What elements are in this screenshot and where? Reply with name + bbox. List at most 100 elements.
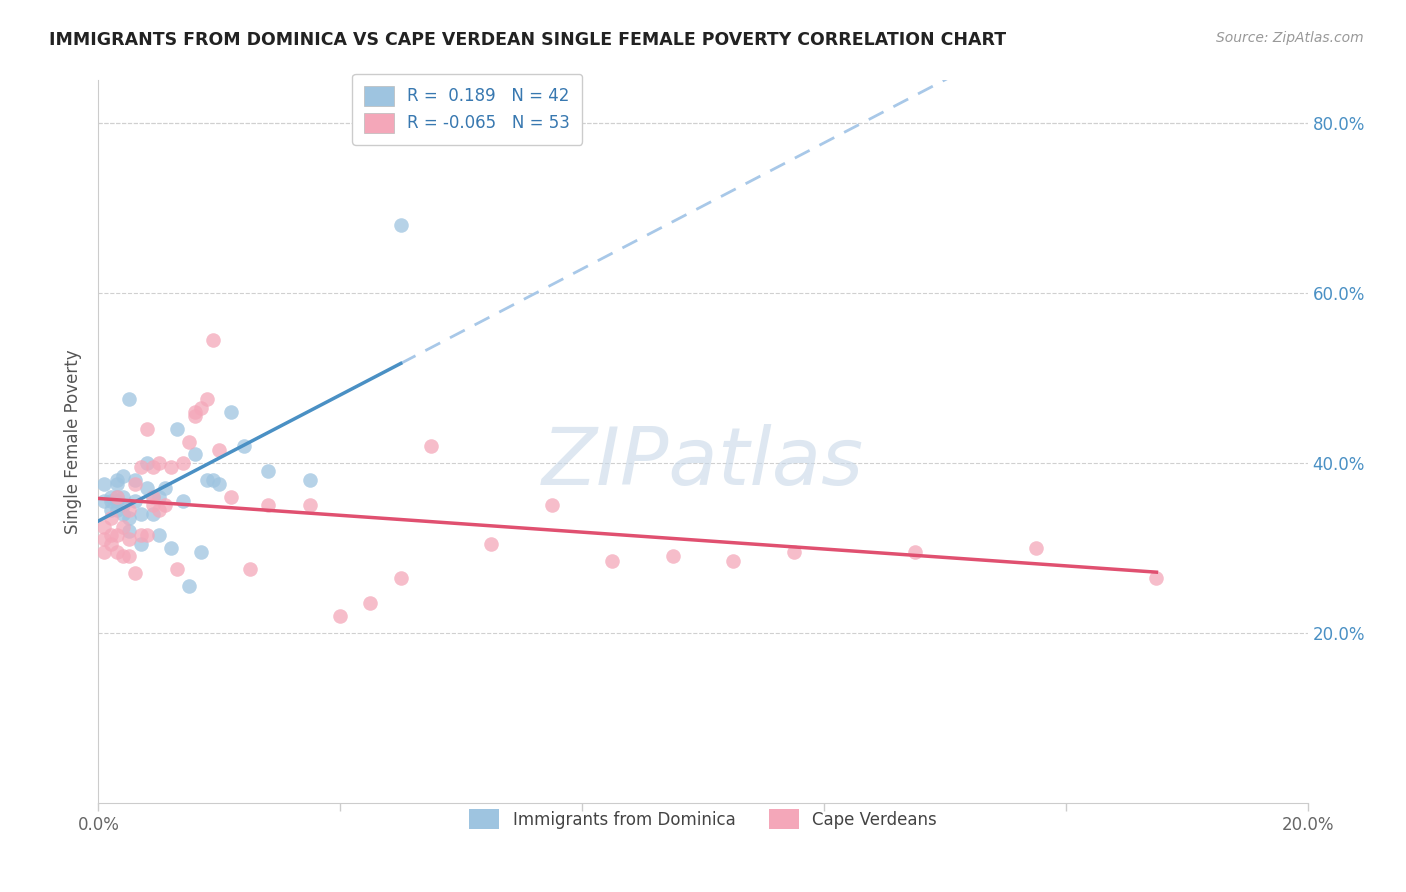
Point: [93, 533, 115, 547]
Point: [329, 608, 352, 623]
Point: [100, 490, 122, 504]
Point: [389, 218, 412, 232]
Point: [481, 536, 503, 550]
Point: [105, 502, 128, 516]
Point: [256, 498, 278, 512]
Point: [179, 579, 201, 593]
Point: [1144, 570, 1167, 584]
Point: [184, 409, 207, 423]
Point: [153, 481, 176, 495]
Point: [124, 477, 146, 491]
Point: [111, 519, 134, 533]
Point: [118, 533, 141, 547]
Point: [1024, 541, 1046, 555]
Point: [783, 545, 806, 559]
Text: ZIPatlas: ZIPatlas: [541, 425, 865, 502]
Point: [202, 333, 225, 347]
Point: [111, 507, 134, 521]
Point: [93, 477, 115, 491]
Point: [100, 536, 122, 550]
Point: [160, 460, 183, 475]
Point: [111, 498, 134, 512]
Point: [166, 422, 188, 436]
Point: [221, 405, 243, 419]
Point: [299, 498, 322, 512]
Point: [118, 511, 141, 525]
Point: [184, 447, 207, 461]
Point: [118, 502, 141, 516]
Point: [100, 494, 122, 508]
Point: [105, 473, 128, 487]
Point: [389, 570, 412, 584]
Point: [129, 528, 152, 542]
Point: [142, 460, 165, 475]
Point: [221, 490, 243, 504]
Point: [93, 545, 115, 559]
Point: [105, 494, 128, 508]
Point: [135, 456, 157, 470]
Point: [723, 553, 745, 567]
Point: [129, 536, 152, 550]
Point: [148, 528, 170, 542]
Point: [129, 507, 152, 521]
Point: [135, 528, 157, 542]
Point: [904, 545, 927, 559]
Point: [100, 528, 122, 542]
Point: [195, 473, 218, 487]
Legend: Immigrants from Dominica, Cape Verdeans: Immigrants from Dominica, Cape Verdeans: [461, 801, 945, 838]
Point: [208, 477, 231, 491]
Point: [148, 456, 170, 470]
Point: [118, 392, 141, 406]
Point: [172, 494, 194, 508]
Point: [124, 473, 146, 487]
Point: [105, 528, 128, 542]
Point: [135, 481, 157, 495]
Point: [93, 519, 115, 533]
Point: [179, 434, 201, 449]
Text: IMMIGRANTS FROM DOMINICA VS CAPE VERDEAN SINGLE FEMALE POVERTY CORRELATION CHART: IMMIGRANTS FROM DOMINICA VS CAPE VERDEAN…: [49, 31, 1007, 49]
Point: [540, 498, 562, 512]
Point: [129, 460, 152, 475]
Point: [111, 468, 134, 483]
Point: [195, 392, 218, 406]
Point: [190, 545, 212, 559]
Point: [105, 490, 128, 504]
Point: [172, 456, 194, 470]
Point: [148, 502, 170, 516]
Point: [93, 494, 115, 508]
Point: [111, 549, 134, 564]
Point: [105, 545, 128, 559]
Point: [142, 490, 165, 504]
Point: [124, 566, 146, 581]
Point: [190, 401, 212, 415]
Text: Source: ZipAtlas.com: Source: ZipAtlas.com: [1216, 31, 1364, 45]
Point: [160, 541, 183, 555]
Point: [202, 473, 225, 487]
Point: [208, 443, 231, 458]
Point: [100, 511, 122, 525]
Y-axis label: Single Female Poverty: Single Female Poverty: [63, 350, 82, 533]
Point: [360, 596, 382, 610]
Point: [153, 498, 176, 512]
Point: [135, 422, 157, 436]
Point: [105, 477, 128, 491]
Point: [142, 507, 165, 521]
Point: [142, 498, 165, 512]
Point: [142, 490, 165, 504]
Point: [239, 562, 262, 576]
Point: [111, 490, 134, 504]
Point: [118, 549, 141, 564]
Point: [105, 490, 128, 504]
Point: [602, 553, 624, 567]
Point: [232, 439, 254, 453]
Point: [256, 464, 278, 478]
Point: [148, 490, 170, 504]
Point: [166, 562, 188, 576]
Point: [184, 405, 207, 419]
Point: [100, 502, 122, 516]
Point: [661, 549, 683, 564]
Point: [420, 439, 443, 453]
Point: [118, 524, 141, 538]
Point: [299, 473, 322, 487]
Point: [124, 494, 146, 508]
